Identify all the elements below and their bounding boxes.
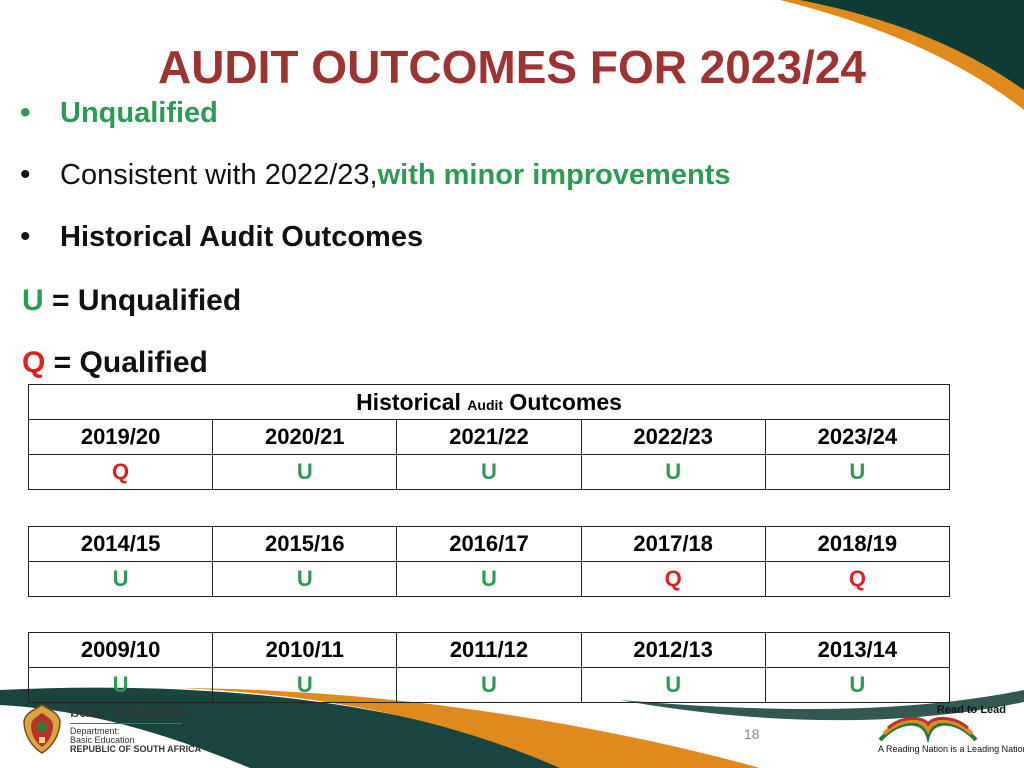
outcome-cell: U — [580, 454, 766, 490]
legend-unqualified: U = Unqualified — [22, 284, 241, 318]
outcome-cell: U — [212, 561, 398, 597]
logo-title: basic education — [70, 702, 189, 721]
audit-table-oldest: 2009/10 2010/11 2011/12 2012/13 2013/14 … — [27, 632, 951, 703]
legend-text: = Unqualified — [43, 284, 242, 317]
outcome-cell: U — [764, 454, 951, 490]
bullet-consistent: • Consistent with 2022/23, with minor im… — [20, 158, 730, 192]
year-cell: 2023/24 — [764, 419, 951, 455]
bullet-dot: • — [20, 220, 31, 253]
read-to-lead-title: Read to Lead — [936, 704, 1006, 716]
legend-letter: U — [22, 284, 44, 317]
outcome-cell: U — [396, 454, 582, 490]
bullet-historical: • Historical Audit Outcomes — [20, 220, 423, 254]
table-row: 2014/15 2015/16 2016/17 2017/18 2018/19 — [27, 526, 951, 562]
open-book-icon — [878, 717, 978, 744]
coat-of-arms-icon — [23, 704, 61, 754]
outcome-cell: Q — [580, 561, 766, 597]
logo-dept-name: Basic Education — [70, 735, 135, 745]
outcome-cell: U — [396, 561, 582, 597]
legend-letter: Q — [22, 346, 46, 379]
outcome-cell: U — [27, 667, 214, 703]
bullet-dot: • — [20, 96, 31, 129]
audit-table-recent: Historical Audit Outcomes 2019/20 2020/2… — [27, 384, 951, 490]
year-cell: 2012/13 — [580, 632, 766, 668]
outcome-cell: U — [764, 667, 951, 703]
year-cell: 2022/23 — [580, 419, 766, 455]
year-cell: 2020/21 — [212, 419, 398, 455]
year-cell: 2018/19 — [764, 526, 951, 562]
table-row: U U U U U — [27, 667, 951, 703]
outcome-cell: U — [396, 667, 582, 703]
page-number: 18 — [744, 726, 760, 742]
outcome-cell: U — [27, 561, 214, 597]
audit-table-middle: 2014/15 2015/16 2016/17 2017/18 2018/19 … — [27, 526, 951, 597]
year-cell: 2011/12 — [396, 632, 582, 668]
table-row: 2009/10 2010/11 2011/12 2012/13 2013/14 — [27, 632, 951, 668]
outcome-cell: Q — [764, 561, 951, 597]
legend-qualified: Q = Qualified — [22, 346, 208, 380]
outcome-cell: U — [212, 667, 398, 703]
caption-small-text: Audit — [467, 396, 504, 413]
bullet-text: Consistent with 2022/23, — [60, 158, 378, 191]
caption-text: Historical — [356, 388, 468, 415]
year-cell: 2016/17 — [396, 526, 582, 562]
outcome-cell: Q — [27, 454, 214, 490]
table-row: 2019/20 2020/21 2021/22 2022/23 2023/24 — [27, 419, 951, 455]
year-cell: 2009/10 — [27, 632, 214, 668]
bullet-text: Historical Audit Outcomes — [60, 220, 424, 253]
table-row: Q U U U U — [27, 454, 951, 490]
read-to-lead-slogan: A Reading Nation is a Leading Nation — [878, 744, 1024, 754]
table-row: U U U Q Q — [27, 561, 951, 597]
year-cell: 2010/11 — [212, 632, 398, 668]
year-cell: 2014/15 — [27, 526, 214, 562]
logo-divider — [70, 723, 182, 724]
year-cell: 2015/16 — [212, 526, 398, 562]
year-cell: 2019/20 — [27, 419, 214, 455]
bullet-highlight: with minor improvements — [377, 158, 731, 191]
page-title: AUDIT OUTCOMES FOR 2023/24 — [157, 41, 867, 93]
logo-country: REPUBLIC OF SOUTH AFRICA — [70, 744, 202, 754]
department-logo: basic education Department: Basic Educat… — [20, 703, 201, 755]
legend-text: = Qualified — [45, 346, 208, 379]
logo-dept-label: Department: — [70, 726, 120, 736]
table-caption: Historical Audit Outcomes — [28, 384, 950, 420]
bullet-unqualified: • Unqualified — [20, 96, 218, 130]
outcome-cell: U — [212, 454, 398, 490]
year-cell: 2013/14 — [764, 632, 951, 668]
bullet-text: Unqualified — [60, 96, 218, 129]
outcome-cell: U — [580, 667, 766, 703]
caption-text: Outcomes — [503, 388, 622, 415]
year-cell: 2021/22 — [396, 419, 582, 455]
bullet-dot: • — [20, 158, 31, 191]
year-cell: 2017/18 — [580, 526, 766, 562]
